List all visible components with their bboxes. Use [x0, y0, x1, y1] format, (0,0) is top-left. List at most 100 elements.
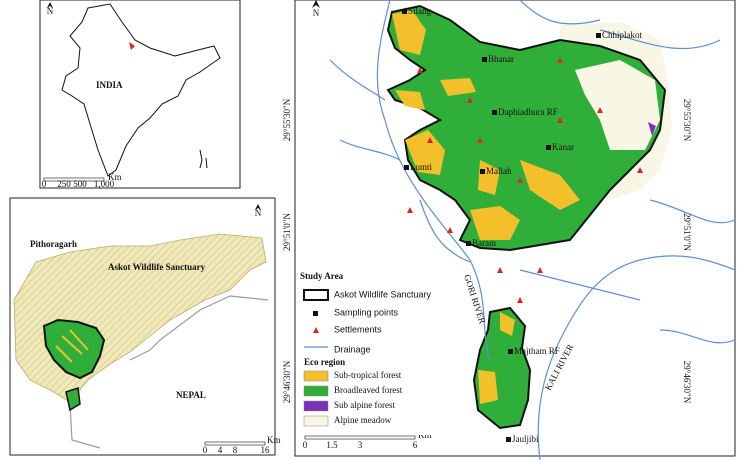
legend-swatch	[303, 370, 329, 382]
legend-label: Settlements	[334, 324, 382, 334]
scale-unit: Km	[267, 435, 281, 445]
scale-label: 1.5	[326, 440, 338, 450]
sampling-point	[492, 110, 497, 115]
place-label: Silang	[408, 6, 432, 16]
scale-unit: Km	[418, 430, 432, 440]
north-label: N	[47, 6, 54, 16]
sanctuary-label: Askot Wildlife Sanctuary	[108, 262, 206, 272]
scale-label: 8	[233, 445, 238, 455]
sub-alpine-forest	[648, 122, 656, 136]
sampling-point	[506, 437, 511, 442]
legend-subtitle: Eco region	[304, 357, 345, 367]
legend-label: Broadleaved forest	[334, 385, 403, 395]
legend-symbol	[303, 289, 329, 301]
legend-swatch	[303, 400, 329, 412]
settlement	[467, 97, 473, 103]
legend-label: Askot Wildlife Sanctuary	[334, 289, 432, 299]
place-label: Kanar	[552, 142, 574, 152]
legend-swatch	[303, 385, 329, 397]
district-label: Pithoragarh	[30, 239, 77, 249]
legend-title: Study Area	[300, 271, 344, 281]
scale-label: 0	[42, 179, 47, 189]
sanctuary-hatch	[55, 329, 89, 363]
settlement	[477, 137, 483, 143]
sampling-point	[480, 169, 485, 174]
sub-tropical-forest	[392, 10, 580, 240]
sampling-point	[546, 145, 551, 150]
legend-symbol	[313, 327, 319, 333]
sanctuary-area	[42, 318, 106, 380]
latitude-label: 29°55'30"N	[682, 99, 692, 142]
latitude-label: 29°55'30"N	[282, 98, 292, 141]
scale-label: 16	[261, 445, 271, 455]
place-label: Daphiadhura RF	[498, 107, 558, 117]
country-label: NEPAL	[176, 390, 206, 400]
country-label: INDIA	[96, 80, 123, 90]
scale-label: 500	[73, 179, 87, 189]
settlement	[417, 67, 423, 73]
scale-bar	[43, 177, 105, 182]
sampling-point	[404, 165, 409, 170]
place-label: Baram	[472, 238, 496, 248]
scale-label: 250	[57, 179, 71, 189]
scale-label: 0	[303, 440, 308, 450]
settlement	[597, 107, 603, 113]
sampling-point	[596, 33, 601, 38]
latitude-label: 29°46'30"N	[282, 360, 292, 403]
settlement	[497, 267, 503, 273]
scale-label: 3	[358, 440, 363, 450]
legend-swatch	[303, 415, 329, 427]
settlement	[427, 137, 433, 143]
legend-label: Alpine meadow	[334, 415, 392, 425]
latitude-label: 29°51'0"N	[682, 213, 692, 251]
latitude-label: 29°51'0"N	[282, 213, 292, 251]
sub-tropical-forest	[478, 312, 515, 404]
place-label: Lumti	[410, 162, 432, 172]
north-label: N	[313, 8, 320, 18]
place-label: Jauljibi	[512, 434, 539, 444]
legend-label: Drainage	[334, 344, 371, 354]
settlement	[447, 227, 453, 233]
legend: Study Area Askot Wildlife Sanctuary Sampli…	[298, 265, 443, 435]
alpine-meadow	[575, 60, 660, 150]
location-marker	[129, 42, 135, 50]
place-label: Mallah	[486, 166, 512, 176]
settlement	[557, 57, 563, 63]
islands	[199, 149, 208, 169]
place-label: Bhanar	[488, 54, 514, 64]
legend-label: Sub-tropical forest	[334, 370, 402, 380]
place-label: Majtham RF	[514, 346, 560, 356]
scale-label: 6	[413, 440, 418, 450]
place-label: Chhiplakot	[602, 30, 642, 40]
legend-symbol	[313, 311, 318, 316]
legend-label: Sampling points	[334, 307, 399, 317]
sampling-point	[466, 241, 471, 246]
scale-label: 1,000	[94, 179, 115, 189]
settlement	[557, 117, 563, 123]
border-line	[69, 295, 269, 449]
sanctuary-area	[65, 386, 81, 412]
settlement	[637, 167, 643, 173]
sampling-point	[402, 9, 407, 14]
scale-bar	[204, 441, 266, 446]
scale-bar	[304, 435, 416, 440]
drainage	[329, 0, 736, 460]
legend-label: Sub alpine forest	[334, 400, 395, 410]
settlement	[537, 267, 543, 273]
india-outline	[61, 3, 221, 177]
latitude-label: 29°46'30"N	[682, 361, 692, 404]
sampling-point	[482, 57, 487, 62]
settlement	[517, 297, 523, 303]
scale-unit: Km	[108, 172, 122, 182]
sampling-point	[508, 349, 513, 354]
north-arrow	[312, 0, 320, 8]
north-arrow	[255, 204, 261, 210]
north-label: N	[255, 208, 262, 218]
scale-label: 0	[203, 445, 208, 455]
region-inset: Pithoragarh Askot Wildlife Sanctuary NEPAL…	[9, 197, 281, 456]
settlement	[407, 207, 413, 213]
north-arrow	[47, 2, 53, 8]
